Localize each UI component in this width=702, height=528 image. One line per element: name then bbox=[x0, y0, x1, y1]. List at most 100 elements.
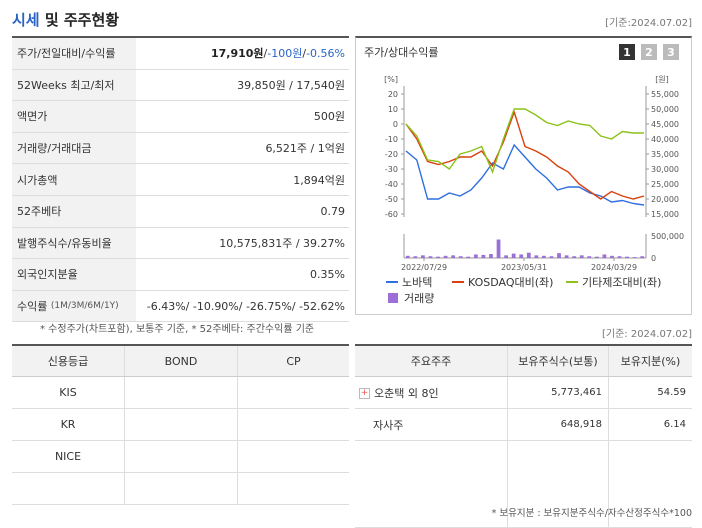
volume-bar bbox=[542, 255, 546, 258]
summary-value: -6.43%/ -10.90%/ -26.75%/ -52.62% bbox=[146, 299, 345, 313]
holders-date: [기준: 2024.07.02] bbox=[601, 329, 692, 340]
table-row: KR bbox=[12, 408, 349, 441]
holder-pct: 6.14 bbox=[608, 408, 692, 441]
volume-bar bbox=[572, 256, 577, 258]
summary-value: 500원 bbox=[313, 110, 345, 124]
table-cell: NICE bbox=[12, 440, 125, 473]
legend-label: 거래량 bbox=[404, 292, 434, 305]
holder-name bbox=[355, 440, 508, 528]
column-header: 주요주주 bbox=[355, 345, 508, 377]
right-axis-unit: [원] bbox=[655, 75, 669, 84]
volume-bar bbox=[610, 255, 614, 258]
holder-shares: 648,918 bbox=[507, 408, 609, 441]
left-tick-label: 10 bbox=[388, 105, 398, 114]
chart-tab-3[interactable]: 3 bbox=[663, 44, 679, 60]
title-rest: 및 주주현황 bbox=[44, 11, 120, 29]
major-holders-table: 주요주주 보유주식수(보통) 보유지분(%) + 오춘택 외 8인 5,773,4… bbox=[355, 344, 692, 528]
change-value: -100원 bbox=[267, 47, 303, 61]
summary-row-price: 주가/전일대비/수익률 17,910원 / -100원 / -0.56% bbox=[12, 38, 349, 70]
column-header: BOND bbox=[124, 345, 238, 377]
relative-return-chart: [%] [원] 20 10 0 -10 -20 -30 -40 -50 -60 55,000 50,00… bbox=[384, 75, 684, 305]
summary-label: 외국인지분율 bbox=[12, 259, 136, 290]
summary-label: 발행주식수/유동비율 bbox=[12, 227, 136, 259]
left-tick-label: -60 bbox=[385, 210, 398, 219]
quote-summary-table: 주가/전일대비/수익률 17,910원 / -100원 / -0.56% 52W… bbox=[12, 36, 349, 323]
table-row bbox=[12, 472, 349, 505]
rate-value: -0.56% bbox=[306, 46, 345, 60]
credit-rating-table: 신용등급 BOND CP KIS KR NICE bbox=[12, 344, 349, 505]
summary-value: 0.35% bbox=[310, 267, 345, 281]
summary-label: 주가/전일대비/수익률 bbox=[12, 38, 136, 69]
x-tick-label: 2024/03/29 bbox=[591, 263, 637, 272]
price-value: 17,910원 bbox=[210, 47, 264, 61]
left-tick-label: 20 bbox=[388, 90, 398, 99]
left-tick-label: -10 bbox=[385, 135, 398, 144]
table-cell bbox=[124, 408, 238, 441]
summary-value: 6,521주 / 1억원 bbox=[265, 142, 345, 156]
series-line-3 bbox=[405, 108, 644, 174]
volume-bar bbox=[458, 256, 463, 258]
table-row: + 오춘택 외 8인 5,773,461 54.59 bbox=[355, 376, 692, 409]
volume-bar bbox=[625, 256, 629, 258]
holder-pct: 54.59 bbox=[608, 376, 692, 409]
returns-label-sub: (1M/3M/6M/1Y) bbox=[50, 301, 119, 312]
summary-row-52weeks: 52Weeks 최고/최저 39,850원 / 17,540원 bbox=[12, 69, 349, 102]
volume-bar bbox=[526, 252, 531, 258]
volume-bar bbox=[413, 256, 418, 258]
right-tick-label: 35,000 bbox=[651, 150, 679, 159]
right-tick-label: 15,000 bbox=[651, 210, 679, 219]
summary-label: 액면가 bbox=[12, 101, 136, 132]
right-tick-label: 30,000 bbox=[651, 165, 679, 174]
volume-bar bbox=[602, 254, 607, 258]
right-tick-label: 55,000 bbox=[651, 90, 679, 99]
chart-panel-title: 주가/상대수익률 bbox=[364, 46, 439, 59]
chart-tab-group: 1 2 3 bbox=[619, 44, 679, 60]
summary-row-beta: 52주베타 0.79 bbox=[12, 195, 349, 228]
volume-bar bbox=[473, 254, 478, 258]
separator: / bbox=[263, 46, 268, 60]
volume-tick-label: 0 bbox=[651, 254, 656, 263]
volume-bar bbox=[405, 255, 410, 258]
holders-note: * 보유지분 : 보유지분주식수/자수산정주식수*100 bbox=[491, 508, 692, 519]
table-cell bbox=[124, 376, 238, 409]
volume-bar bbox=[511, 253, 516, 258]
expand-icon[interactable]: + bbox=[359, 388, 370, 399]
table-cell: KR bbox=[12, 408, 125, 441]
right-tick-label: 50,000 bbox=[651, 105, 679, 114]
volume-bar bbox=[428, 256, 433, 258]
column-header: CP bbox=[237, 345, 349, 377]
left-tick-label: -50 bbox=[385, 195, 398, 204]
base-date: [기준:2024.07.02] bbox=[605, 18, 692, 29]
chart-tab-1[interactable]: 1 bbox=[619, 44, 635, 60]
volume-bar bbox=[481, 254, 486, 258]
summary-row-par-value: 액면가 500원 bbox=[12, 101, 349, 133]
volume-bar bbox=[587, 256, 592, 258]
volume-bar bbox=[489, 254, 493, 258]
summary-label: 시가총액 bbox=[12, 164, 136, 195]
column-header: 신용등급 bbox=[12, 345, 125, 377]
volume-bar bbox=[443, 255, 448, 258]
column-header: 보유주식수(보통) bbox=[507, 345, 609, 377]
page-title: 시세 및 주주현황 bbox=[12, 9, 119, 30]
summary-label: 거래량/거래대금 bbox=[12, 132, 136, 164]
legend-swatch bbox=[388, 293, 398, 303]
volume-bar bbox=[640, 256, 645, 258]
left-tick-label: -40 bbox=[385, 180, 398, 189]
table-header-row: 주요주주 보유주식수(보통) 보유지분(%) bbox=[355, 345, 692, 377]
summary-row-foreign: 외국인지분율 0.35% bbox=[12, 259, 349, 291]
title-accent: 시세 bbox=[12, 11, 40, 29]
summary-label: 52주베타 bbox=[12, 195, 136, 227]
volume-bar bbox=[557, 253, 561, 258]
right-tick-label: 25,000 bbox=[651, 180, 679, 189]
holder-name-cell[interactable]: + 오춘택 외 8인 bbox=[355, 376, 508, 409]
table-cell bbox=[237, 376, 349, 409]
chart-tab-2[interactable]: 2 bbox=[641, 44, 657, 60]
column-header: 보유지분(%) bbox=[608, 345, 692, 377]
right-tick-label: 20,000 bbox=[651, 195, 679, 204]
volume-bar bbox=[519, 254, 524, 258]
table-row: 자사주 648,918 6.14 bbox=[355, 408, 692, 441]
summary-row-market-cap: 시가총액 1,894억원 bbox=[12, 164, 349, 196]
volume-bar bbox=[466, 256, 471, 258]
holder-name: 오춘택 외 8인 bbox=[374, 386, 439, 400]
series-line-2 bbox=[405, 109, 645, 200]
